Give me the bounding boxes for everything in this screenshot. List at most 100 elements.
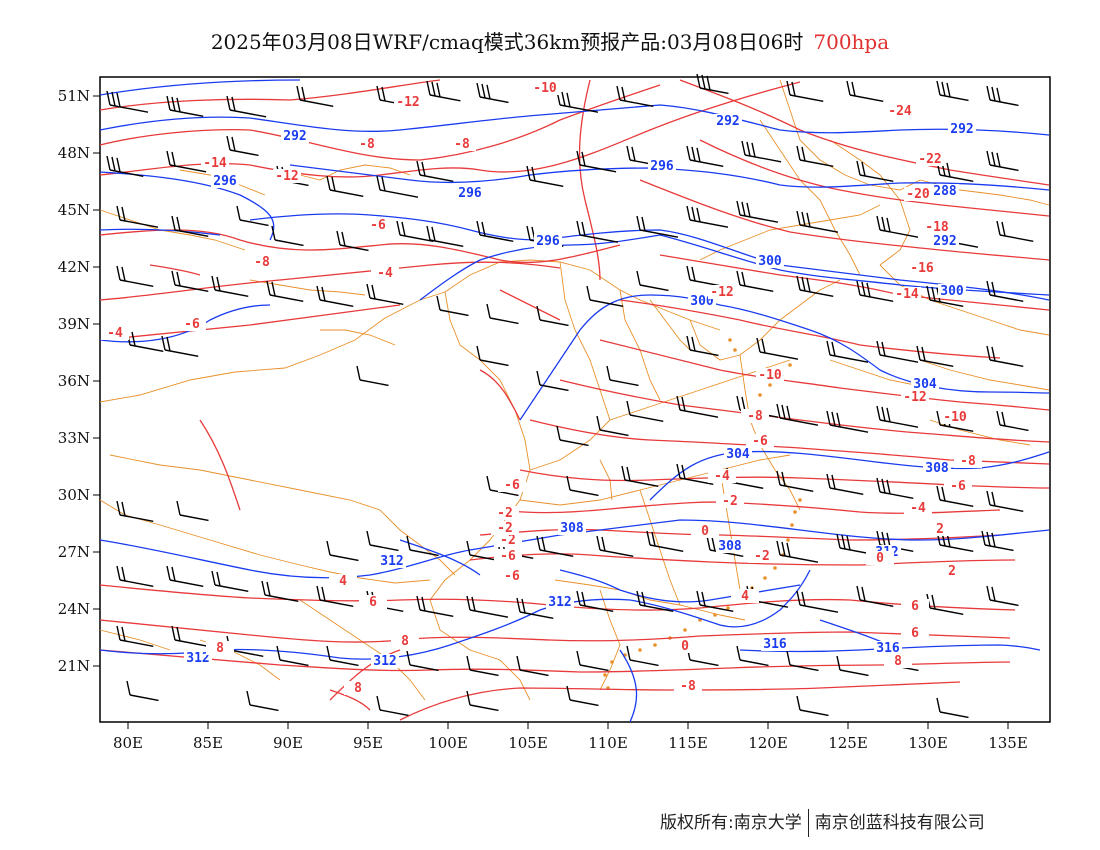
wind-barb [126, 680, 159, 702]
wind-barb [736, 200, 779, 223]
barb-shaft [269, 294, 304, 302]
barb-feather [171, 566, 176, 582]
barb-feather [701, 74, 706, 90]
barb-feather [381, 86, 386, 102]
barb-feather [636, 270, 641, 286]
label-bg [901, 599, 929, 613]
label-bg [938, 284, 966, 298]
geopotential-line [99, 79, 301, 96]
geopotential-line [519, 294, 1050, 421]
barb-feather [876, 215, 881, 231]
wind-barb [566, 685, 599, 707]
label-bg [206, 641, 234, 655]
barb-shaft [169, 109, 204, 117]
temperature-line [329, 649, 401, 701]
barb-feather [846, 80, 851, 96]
barb-feather [636, 590, 641, 606]
geopotential-label: 312 [548, 595, 571, 610]
wind-barb [786, 650, 819, 672]
geopotential-label: 316 [876, 641, 900, 656]
temperature-line [99, 261, 561, 301]
barb-feather [116, 625, 121, 641]
geopotential-line [649, 450, 1050, 501]
barb-feather [786, 405, 791, 421]
barb-feather [801, 211, 806, 227]
barb-shaft [739, 284, 774, 292]
barb-shaft [569, 489, 599, 497]
barb-shaft [529, 179, 564, 187]
temperature-label: -8 [747, 409, 763, 424]
barb-shaft [379, 189, 419, 198]
barb-feather [236, 205, 241, 221]
temperature-label: -10 [758, 368, 782, 383]
barb-feather [581, 591, 586, 607]
barb-feather [116, 157, 121, 173]
wind-barb [936, 485, 974, 507]
barb-feather [651, 531, 656, 547]
wind-barb [166, 95, 204, 117]
wind-barb [436, 295, 469, 317]
barb-feather [986, 585, 991, 601]
geopotential-label: 304 [726, 447, 750, 462]
barb-feather [466, 595, 471, 611]
wind-barb [176, 500, 209, 522]
wind-barb [836, 655, 869, 677]
label-bg [498, 569, 526, 583]
label-bg [648, 159, 676, 173]
lat-tick-label: 51N [58, 87, 90, 105]
barb-feather [796, 695, 801, 711]
barb-feather [326, 175, 331, 191]
coastline-dot [786, 538, 790, 542]
barb-feather [341, 231, 346, 247]
boundary-line [109, 454, 456, 576]
barb-feather [946, 82, 951, 98]
barb-feather [691, 146, 696, 162]
barb-feather [246, 690, 251, 706]
barb-feather [696, 73, 701, 89]
barb-feather [331, 176, 336, 192]
label-bg [911, 377, 939, 391]
temperature-label: -10 [943, 410, 967, 425]
barb-feather [1001, 221, 1006, 237]
barb-shaft [629, 659, 659, 667]
barb-shaft [989, 504, 1024, 512]
barb-feather [626, 400, 631, 416]
label-bg [716, 494, 744, 508]
coastline-dot [758, 393, 762, 397]
barb-feather [116, 565, 121, 581]
barb-feather [476, 82, 481, 98]
temperature-line [559, 379, 1050, 443]
barb-feather [856, 585, 861, 601]
temperature-line [599, 339, 1050, 411]
geopotential-label: 312 [373, 654, 396, 669]
barb-shaft [799, 159, 834, 167]
barb-shaft [689, 659, 719, 667]
barb-shaft [859, 174, 894, 182]
label-bg [941, 410, 969, 424]
barb-shaft [579, 604, 614, 612]
geopotential-label: 316 [763, 637, 787, 652]
barb-feather [176, 626, 181, 642]
barb-shaft [939, 711, 969, 719]
wind-barb [776, 540, 819, 563]
barb-shaft [319, 599, 354, 607]
barb-feather [826, 410, 831, 426]
geopotential-label: 292 [283, 129, 306, 144]
label-bg [558, 521, 586, 535]
temperature-label: 6 [369, 595, 377, 610]
wind-barb [856, 585, 894, 607]
barb-shaft [689, 159, 724, 167]
barb-shaft [429, 239, 464, 247]
label-bg [101, 326, 129, 340]
barb-feather [526, 225, 531, 241]
wind-barb [116, 565, 154, 587]
barb-feather [881, 406, 886, 422]
wind-barb [796, 590, 839, 613]
label-bg [904, 187, 932, 201]
temperature-label: -6 [500, 549, 516, 564]
coastline-dot [726, 606, 730, 610]
wind-barb [876, 477, 914, 499]
label-bg [691, 524, 719, 538]
barb-shaft [489, 489, 519, 497]
barb-feather [991, 151, 996, 167]
